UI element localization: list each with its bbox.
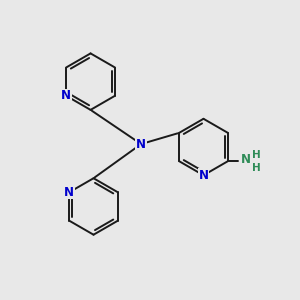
Text: N: N	[61, 89, 71, 102]
Text: N: N	[199, 169, 208, 182]
Text: N: N	[64, 186, 74, 199]
Text: H: H	[252, 150, 261, 160]
Text: N: N	[241, 153, 251, 166]
Text: N: N	[136, 138, 146, 151]
Text: H: H	[252, 163, 261, 173]
